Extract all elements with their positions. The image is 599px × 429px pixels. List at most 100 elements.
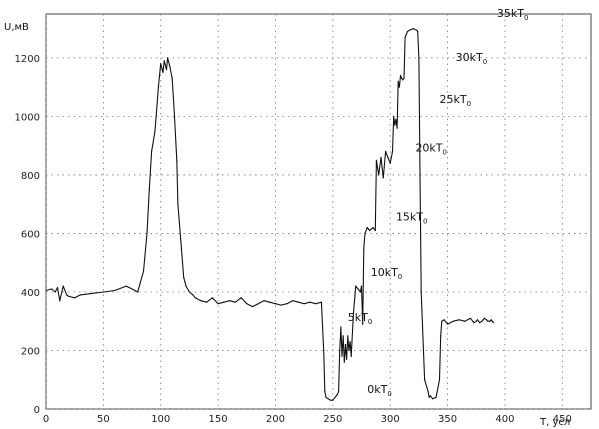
data-point — [332, 399, 334, 401]
data-point — [469, 317, 472, 319]
data-point — [378, 174, 380, 176]
data-point — [148, 188, 150, 191]
data-point — [320, 301, 322, 303]
data-point — [409, 29, 411, 31]
level-annotation: 25kT0 — [440, 93, 472, 108]
x-axis-label: T, усл — [539, 417, 570, 428]
data-point — [183, 276, 185, 278]
data-point — [165, 68, 168, 71]
data-point — [405, 33, 407, 36]
data-point — [342, 335, 344, 337]
x-tick-label: 100 — [151, 414, 170, 425]
data-point — [325, 396, 327, 398]
data-point — [62, 285, 64, 287]
data-point — [357, 288, 359, 290]
data-point — [491, 320, 493, 322]
data-point — [485, 319, 488, 321]
data-point — [274, 303, 277, 305]
data-point — [257, 303, 259, 305]
data-point — [139, 282, 141, 284]
data-point — [114, 289, 116, 292]
data-point — [303, 303, 305, 305]
data-point — [487, 320, 489, 322]
data-point — [372, 226, 374, 229]
data-point — [341, 355, 343, 357]
level-annotation: 20kT0 — [415, 142, 447, 157]
x-tick-label: 350 — [438, 414, 457, 425]
data-point — [177, 203, 179, 205]
y-tick-labels: 0 200 400 600 800 1000 1200 — [15, 54, 40, 416]
data-point — [91, 292, 93, 295]
data-point — [102, 291, 104, 293]
data-point — [336, 393, 339, 395]
data-point — [359, 291, 361, 293]
data-point — [337, 390, 340, 393]
data-point — [349, 341, 351, 343]
data-point — [385, 150, 387, 153]
data-point — [473, 322, 475, 324]
data-point — [51, 288, 53, 290]
data-point — [54, 291, 56, 293]
data-point — [339, 349, 341, 352]
data-point — [45, 289, 47, 292]
data-point — [364, 232, 366, 235]
data-point — [240, 297, 242, 299]
data-point — [185, 285, 187, 287]
data-point — [192, 294, 194, 296]
data-point — [180, 247, 182, 249]
data-point — [79, 294, 82, 296]
data-point — [435, 396, 437, 398]
data-point — [315, 303, 317, 305]
y-tick-label: 400 — [21, 288, 40, 299]
data-point — [360, 285, 363, 287]
data-point — [188, 291, 191, 293]
y-axis-label: U,мВ — [4, 22, 29, 33]
x-tick-labels: 0 50 100 150 200 250 300 350 400 450 — [43, 414, 572, 425]
level-annotation: 35kT0 — [497, 7, 529, 22]
data-point — [162, 71, 164, 74]
data-point — [481, 320, 483, 322]
data-point — [393, 115, 395, 118]
y-tick-label: 1200 — [15, 54, 40, 65]
data-point — [398, 86, 400, 88]
data-point — [387, 156, 389, 158]
data-point — [476, 319, 479, 321]
data-point — [419, 174, 421, 176]
data-point — [309, 301, 311, 303]
x-tick-label: 150 — [209, 414, 228, 425]
y-tick-label: 0 — [34, 405, 40, 416]
data-point — [340, 326, 342, 328]
x-tick-label: 250 — [323, 414, 342, 425]
data-point — [472, 320, 474, 322]
data-point — [211, 297, 213, 299]
signal-line — [45, 28, 494, 401]
data-point — [475, 320, 477, 322]
data-point — [173, 115, 176, 118]
data-point — [263, 300, 265, 302]
data-point — [246, 303, 248, 305]
data-point — [334, 396, 336, 398]
data-point — [440, 335, 442, 337]
data-point — [399, 74, 402, 77]
x-tick-label: 400 — [495, 414, 514, 425]
data-point — [74, 297, 76, 299]
data-point — [352, 311, 355, 314]
data-point — [176, 159, 178, 161]
data-point — [458, 319, 460, 321]
data-point — [160, 63, 162, 65]
plot-frame — [45, 13, 592, 410]
data-point — [363, 247, 365, 249]
data-point — [137, 291, 139, 293]
x-tick-label: 450 — [553, 414, 572, 425]
data-point — [346, 358, 348, 360]
data-point — [432, 398, 434, 400]
data-point — [395, 118, 397, 120]
data-point — [401, 77, 403, 79]
level-annotations: 0kT0 5kT0 10kT0 15kT0 20kT0 25kT0 30kT0 35kT0 — [348, 7, 529, 398]
data-point — [146, 232, 148, 235]
data-point — [397, 80, 399, 82]
data-point — [269, 301, 271, 303]
data-point — [416, 29, 418, 31]
data-point — [234, 301, 236, 303]
